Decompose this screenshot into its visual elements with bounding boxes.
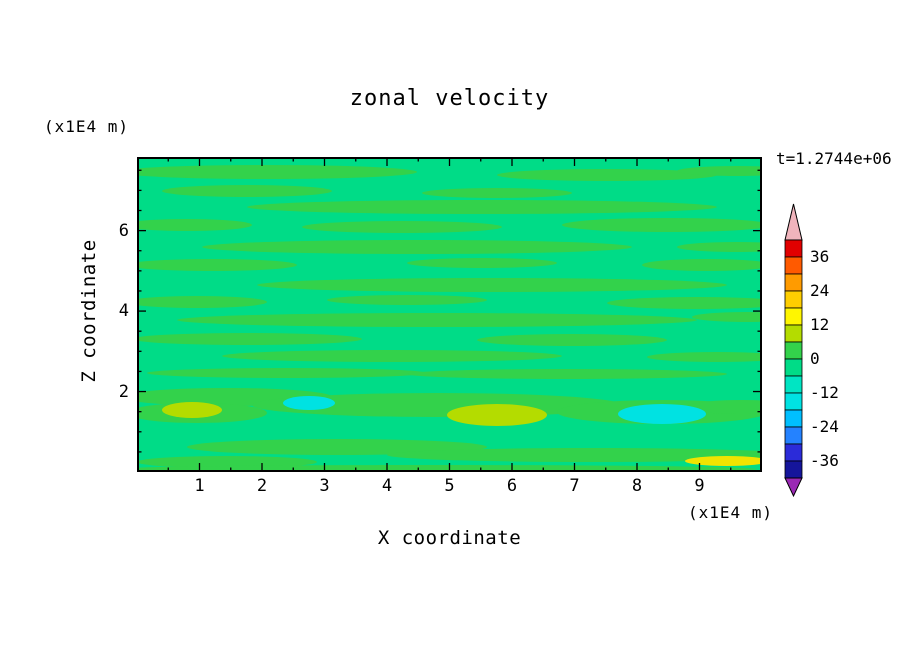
contour-blob (422, 188, 572, 198)
contour-field (137, 165, 762, 472)
contour-blob (407, 369, 727, 379)
contour-blob (247, 200, 717, 214)
contour-blob (642, 259, 762, 271)
contour-blob (607, 297, 762, 309)
colorbar-box (784, 324, 803, 343)
x-tick-label: 4 (381, 476, 393, 496)
colorbar-box (784, 307, 803, 326)
colorbar-box (784, 273, 803, 292)
contour-blob (477, 334, 667, 346)
colorbar-box (784, 460, 803, 479)
colorbar-arrow-up (784, 203, 803, 241)
contour-blob (687, 400, 762, 414)
x-tick-label: 1 (194, 476, 205, 496)
x-axis-label: X coordinate (377, 527, 522, 549)
contour-blob (647, 352, 762, 362)
contour-blob (387, 448, 762, 462)
colorbar-box (784, 290, 803, 309)
x-axis-unit: (x1E4 m) (688, 503, 774, 522)
colorbar (784, 203, 803, 498)
contour-blob (327, 295, 487, 305)
colorbar-arrow-down (784, 477, 803, 498)
contour-blob (137, 296, 267, 308)
contour-blob (177, 313, 697, 327)
colorbar-label: 12 (810, 315, 830, 334)
colorbar-label: 36 (810, 247, 830, 266)
contour-blob (187, 439, 487, 455)
plot-frame (137, 157, 762, 472)
contour-blob (137, 259, 297, 271)
contour-blob (202, 240, 632, 254)
contour-blob (302, 221, 502, 233)
colorbar-box (784, 341, 803, 360)
colorbar-box (784, 443, 803, 462)
contour-blob (222, 350, 562, 362)
colorbar-box (784, 256, 803, 275)
y-tick-label: 4 (118, 301, 129, 322)
contour-blob (685, 456, 762, 466)
colorbar-box (784, 409, 803, 428)
contour-blob (147, 368, 427, 378)
contour-blob (618, 404, 706, 424)
plot-area (137, 157, 762, 472)
colorbar-label: 24 (810, 281, 830, 300)
contour-blob (677, 166, 762, 176)
colorbar-box (784, 358, 803, 377)
colorbar-label: -36 (810, 451, 839, 470)
y-axis-label: Z coordinate (78, 239, 100, 383)
colorbar-box (784, 375, 803, 394)
colorbar-box (784, 426, 803, 445)
contour-blob (692, 312, 762, 322)
colorbar-box (784, 392, 803, 411)
colorbar-label: -12 (810, 383, 839, 402)
contour-blob (137, 456, 317, 468)
contour-blob (562, 218, 762, 232)
contour-blob (447, 404, 547, 426)
x-tick-label: 9 (694, 476, 705, 496)
x-tick-label: 2 (256, 476, 268, 496)
colorbar-label: 0 (810, 349, 820, 368)
y-tick-label: 6 (118, 220, 129, 241)
contour-blob (162, 185, 332, 197)
x-tick-label: 6 (506, 476, 518, 496)
x-tick-label: 8 (631, 476, 643, 496)
contour-blob (497, 169, 717, 181)
contour-blob (162, 402, 222, 418)
x-tick-label: 5 (444, 476, 455, 496)
chart-title: zonal velocity (349, 86, 550, 111)
contour-blob (257, 278, 727, 292)
contour-blob (137, 219, 252, 231)
time-annotation: t=1.2744e+06 (776, 149, 892, 168)
contour-blob (677, 242, 762, 252)
colorbar-box (784, 239, 803, 258)
x-tick-label: 3 (319, 476, 330, 496)
contour-blob (283, 396, 335, 410)
colorbar-label: -24 (810, 417, 839, 436)
contour-blob (137, 165, 417, 179)
contour-blob (407, 258, 557, 268)
contour-blob (137, 333, 362, 345)
x-tick-label: 7 (569, 476, 580, 496)
y-tick-label: 2 (118, 381, 129, 402)
y-axis-unit: (x1E4 m) (44, 117, 130, 136)
